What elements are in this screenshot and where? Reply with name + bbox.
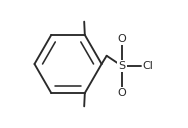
Text: O: O [118,34,126,44]
Text: S: S [118,61,125,71]
Text: Cl: Cl [142,61,153,71]
Text: O: O [118,88,126,98]
